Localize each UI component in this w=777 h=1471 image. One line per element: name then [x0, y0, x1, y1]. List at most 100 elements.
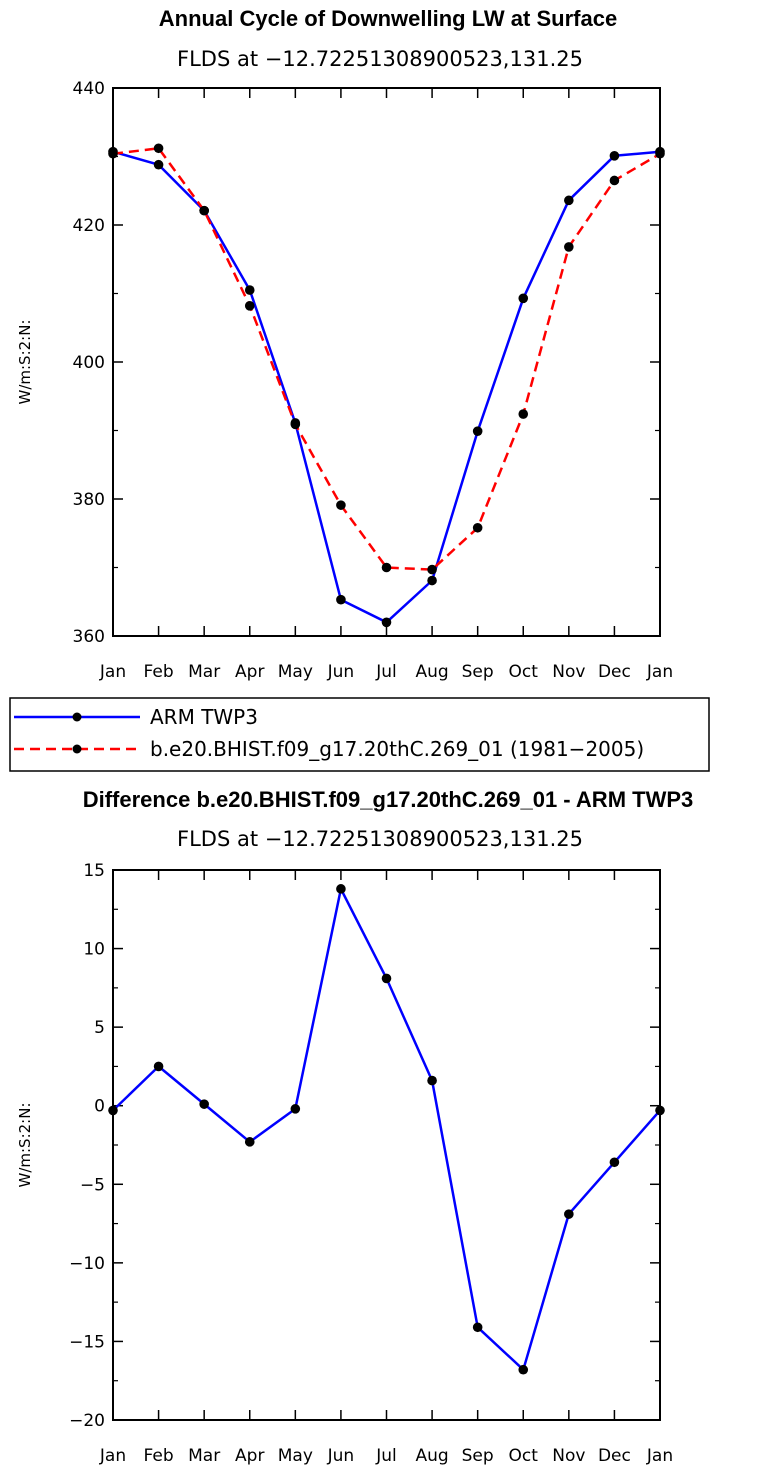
x-tick-label: Oct [509, 662, 539, 682]
x-tick-label: Dec [598, 662, 631, 682]
chart-title: Difference b.e20.BHIST.f09_g17.20thC.269… [83, 787, 694, 812]
series-1-point [564, 242, 574, 252]
legend-marker-arm [72, 712, 82, 722]
series-0-point [609, 151, 620, 161]
legend-label-arm: ARM TWP3 [150, 705, 258, 729]
series-1-point [153, 143, 164, 154]
x-tick-label: Jun [327, 1446, 355, 1466]
series-line-0 [112, 150, 661, 624]
series-line-0 [112, 887, 661, 1371]
x-tick-label: Nov [552, 662, 585, 682]
y-tick-label: 440 [73, 79, 105, 99]
x-tick-label: Feb [144, 1446, 174, 1466]
x-tick-label: Sep [462, 1446, 494, 1466]
series-0-point [518, 1364, 529, 1375]
x-tick-label: Jul [375, 1446, 397, 1466]
series-0-point [427, 1075, 437, 1086]
plot-frame [112, 87, 661, 637]
legend-entry-model: b.e20.BHIST.f09_g17.20thC.269_01 (1981−2… [14, 737, 644, 761]
series-0-point [609, 1157, 620, 1168]
y-tick-label: 420 [73, 216, 105, 236]
legend-marker-model [72, 744, 82, 754]
series-0-point [518, 293, 529, 304]
series-0-point [336, 884, 346, 894]
series-layer [108, 884, 665, 1375]
x-tick-label: Jan [99, 662, 126, 682]
y-tick-label: −20 [69, 1411, 105, 1431]
x-tick-labels: Jan Feb Mar Apr May Jun Jul Aug Sep Oct Nov Dec Jan [99, 662, 673, 682]
x-tick-label: Feb [144, 662, 174, 682]
series-0-point [472, 426, 483, 436]
series-0-point [381, 973, 392, 984]
y-axis-label: W/m:S:2:N: [16, 1103, 34, 1188]
x-tick-label: Jun [327, 662, 355, 682]
x-tick-label: Dec [598, 1446, 631, 1466]
series-0-point [564, 1209, 574, 1219]
series-0-point [564, 195, 574, 206]
x-tick-label: Mar [188, 1446, 220, 1466]
x-tick-label: Mar [188, 662, 220, 682]
legend-entry-arm: ARM TWP3 [14, 705, 258, 729]
x-tick-label: May [278, 662, 313, 682]
series-1-point [290, 419, 301, 430]
series-0-point [336, 594, 346, 605]
series-layer [108, 143, 665, 628]
tick-marks [112, 869, 661, 1421]
y-tick-label: 360 [73, 627, 105, 647]
series-0-point [199, 1099, 209, 1109]
y-tick-label: −10 [69, 1254, 105, 1274]
y-tick-label: 5 [94, 1018, 105, 1038]
tick-marks [112, 87, 661, 637]
chart-title: Annual Cycle of Downwelling LW at Surfac… [159, 6, 617, 31]
series-0-point [244, 285, 255, 295]
legend-label-model: b.e20.BHIST.f09_g17.20thC.269_01 (1981−2… [150, 737, 644, 761]
series-1-point [427, 564, 437, 575]
x-tick-label: Nov [552, 1446, 585, 1466]
series-1-point [609, 175, 620, 186]
y-tick-label: 15 [83, 861, 105, 881]
series-0-point [244, 1137, 255, 1147]
series-1-point [244, 301, 255, 311]
annual-cycle-chart: Annual Cycle of Downwelling LW at Surfac… [16, 6, 673, 682]
series-1-point [381, 562, 392, 573]
x-tick-label: Jan [99, 1446, 126, 1466]
x-tick-label: Aug [415, 1446, 448, 1466]
y-axis-label: W/m:S:2:N: [16, 320, 34, 405]
chart-subtitle: FLDS at −12.72251308900523,131.25 [177, 47, 583, 71]
series-1-point [336, 500, 346, 510]
series-0-point [153, 159, 164, 170]
y-tick-label: 380 [73, 490, 105, 510]
series-line-1 [112, 147, 661, 571]
y-tick-labels: 360 380 400 420 440 [73, 79, 105, 647]
x-tick-label: Apr [235, 1446, 264, 1466]
difference-chart: Difference b.e20.BHIST.f09_g17.20thC.269… [16, 787, 693, 1466]
series-0-point [290, 1104, 301, 1114]
series-1-point [199, 205, 209, 216]
x-tick-label: Sep [462, 662, 494, 682]
x-tick-label: Jan [646, 1446, 673, 1466]
y-tick-label: 10 [83, 940, 105, 960]
series-0-point [153, 1061, 164, 1072]
legend: ARM TWP3 b.e20.BHIST.f09_g17.20thC.269_0… [9, 697, 710, 772]
y-tick-label: −5 [80, 1175, 105, 1195]
series-0-point [472, 1322, 483, 1333]
series-1-point [518, 409, 529, 419]
x-tick-labels: Jan Feb Mar Apr May Jun Jul Aug Sep Oct Nov Dec Jan [99, 1446, 673, 1466]
series-1-point [472, 522, 483, 533]
x-tick-label: Jan [646, 662, 673, 682]
legend-box [9, 697, 710, 772]
series-0-point [381, 617, 392, 628]
y-tick-label: 400 [73, 353, 105, 373]
x-tick-label: Jul [375, 662, 397, 682]
x-tick-label: Oct [509, 1446, 539, 1466]
x-tick-label: Aug [415, 662, 448, 682]
plot-frame [112, 869, 661, 1421]
series-0-point [427, 575, 437, 586]
x-tick-label: May [278, 1446, 313, 1466]
y-tick-labels: −20 −15 −10 −5 0 5 10 15 [69, 861, 105, 1431]
y-tick-label: 0 [94, 1097, 105, 1117]
y-tick-label: −15 [69, 1332, 105, 1352]
x-tick-label: Apr [235, 662, 264, 682]
chart-subtitle: FLDS at −12.72251308900523,131.25 [177, 827, 583, 851]
